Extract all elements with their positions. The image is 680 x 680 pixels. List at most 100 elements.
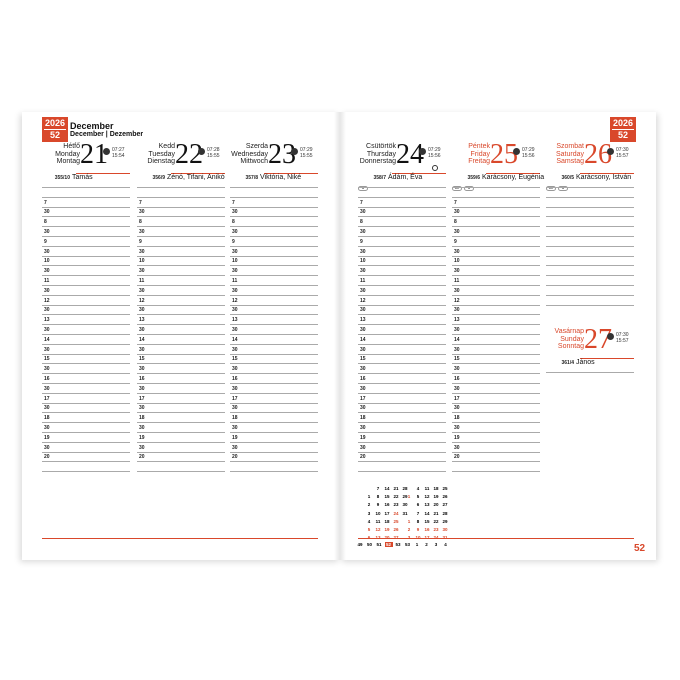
half-hour-label: 30 xyxy=(232,287,238,294)
year-day: 358/7 xyxy=(373,175,386,181)
weekday-names: Kedd Tuesday Dienstag xyxy=(147,143,175,165)
mini-day: 11 xyxy=(375,518,381,524)
line xyxy=(137,245,225,247)
hour-label: 13 xyxy=(454,317,460,324)
mini-day: 9 xyxy=(416,527,420,532)
line xyxy=(137,275,225,277)
line xyxy=(42,285,130,286)
mini-day: 17 xyxy=(384,510,390,516)
footer-line xyxy=(42,538,318,539)
line xyxy=(358,187,446,188)
hour-label: 8 xyxy=(44,219,47,226)
line xyxy=(137,402,225,404)
hour-label: 12 xyxy=(360,297,366,304)
hour-label: 16 xyxy=(139,376,145,382)
week-number: 3 xyxy=(434,542,438,547)
line xyxy=(137,187,225,188)
line xyxy=(546,226,634,228)
line xyxy=(42,392,130,394)
line xyxy=(452,324,540,326)
line xyxy=(42,373,130,375)
line xyxy=(137,304,225,306)
sunrise-icon xyxy=(291,148,298,155)
half-hour-label: 30 xyxy=(454,209,460,216)
line xyxy=(42,314,130,316)
hour-label: 16 xyxy=(44,376,50,382)
hour-label: 18 xyxy=(454,415,460,422)
line xyxy=(137,363,225,365)
half-hour-label: 30 xyxy=(44,346,50,353)
line xyxy=(230,187,318,188)
mini-day: 4 xyxy=(416,486,420,491)
year: 2026 xyxy=(612,118,634,128)
line xyxy=(230,275,318,277)
mini-day: 18 xyxy=(384,518,390,524)
hour-label: 7 xyxy=(360,199,363,206)
mini-day: 11 xyxy=(424,486,430,491)
mini-day: 2 xyxy=(407,527,411,532)
line xyxy=(137,441,225,443)
mini-day: 20 xyxy=(384,535,390,541)
sunrise: 07:28 xyxy=(207,147,220,153)
half-hour-label: 30 xyxy=(139,268,145,275)
line xyxy=(42,265,130,267)
hour-label: 9 xyxy=(454,238,457,245)
line xyxy=(42,383,130,384)
line xyxy=(230,294,318,296)
mini-day: 12 xyxy=(424,494,430,500)
mini-day: 15 xyxy=(424,518,430,524)
half-hour-label: 30 xyxy=(360,405,366,412)
nameday: Zénó, Tifani, Anikó xyxy=(167,174,225,181)
line xyxy=(42,324,130,326)
line xyxy=(42,412,130,414)
line xyxy=(230,441,318,443)
line xyxy=(230,373,318,375)
sun-times: 07:29 15:56 xyxy=(513,147,535,159)
line xyxy=(452,245,540,247)
mini-day: 23 xyxy=(433,527,439,532)
line xyxy=(230,216,318,218)
line xyxy=(137,236,225,237)
line xyxy=(230,363,318,365)
mini-day: 21 xyxy=(433,510,439,516)
hour-label: 20 xyxy=(454,454,460,461)
hour-label: 17 xyxy=(360,395,366,402)
divider xyxy=(392,173,446,174)
hour-label: 20 xyxy=(360,454,366,461)
sun-times: 07:30 15:57 xyxy=(607,147,629,159)
line xyxy=(358,432,446,433)
half-hour-label: 30 xyxy=(139,385,145,392)
half-hour-label: 30 xyxy=(232,327,238,333)
mini-day: 30 xyxy=(402,502,408,508)
half-hour-label: 30 xyxy=(454,405,460,412)
half-hour-label: 30 xyxy=(139,327,145,333)
mini-day: 6 xyxy=(367,535,371,541)
hour-label: 19 xyxy=(360,434,366,441)
month-title: December xyxy=(70,121,114,131)
badge: ● xyxy=(464,186,474,191)
hour-label: 18 xyxy=(139,415,145,422)
half-hour-label: 30 xyxy=(44,268,50,275)
week: 52 xyxy=(612,129,634,141)
half-hour-label: 30 xyxy=(232,209,238,216)
line xyxy=(452,343,540,345)
line xyxy=(42,294,130,296)
line xyxy=(230,353,318,355)
line xyxy=(546,196,634,198)
sun-times: 07:29 15:56 xyxy=(419,147,441,159)
mini-day: 16 xyxy=(384,502,390,508)
line xyxy=(358,441,446,443)
half-hour-label: 30 xyxy=(454,268,460,275)
footer-line xyxy=(358,538,634,539)
hour-label: 14 xyxy=(360,336,366,343)
mini-day: 25 xyxy=(393,518,399,524)
nameday: Ádám, Éva xyxy=(388,174,423,181)
half-hour-label: 30 xyxy=(454,444,460,451)
half-hour-label: 30 xyxy=(360,385,366,392)
line xyxy=(137,392,225,394)
sunrise-icon xyxy=(607,333,614,340)
hour-label: 7 xyxy=(139,199,142,206)
line xyxy=(137,324,225,326)
line xyxy=(230,226,318,228)
line xyxy=(358,383,446,384)
